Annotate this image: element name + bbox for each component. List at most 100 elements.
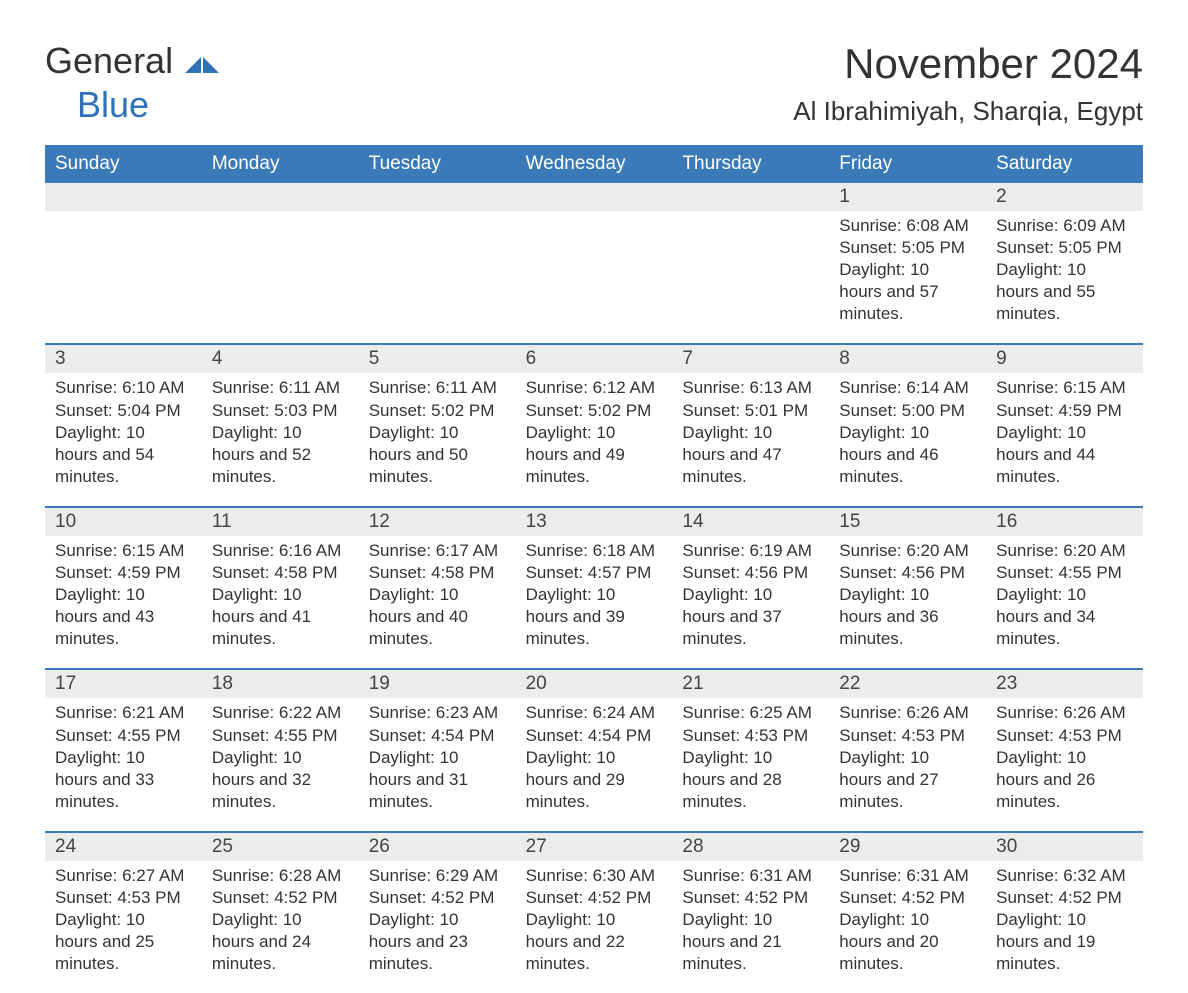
day-cell: 11Sunrise: 6:16 AMSunset: 4:58 PMDayligh…	[202, 508, 359, 668]
sunset-text: Sunset: 4:59 PM	[55, 562, 192, 584]
day-header: Thursday	[672, 145, 829, 183]
day-info: Sunrise: 6:12 AMSunset: 5:02 PMDaylight:…	[526, 377, 663, 487]
sunset-text: Sunset: 4:59 PM	[996, 400, 1133, 422]
day-number: 3	[45, 345, 202, 373]
logo: General Blue	[45, 40, 219, 126]
day-cell: 27Sunrise: 6:30 AMSunset: 4:52 PMDayligh…	[516, 833, 673, 993]
sunrise-text: Sunrise: 6:24 AM	[526, 702, 663, 724]
daylight-text: Daylight: 10 hours and 23 minutes.	[369, 909, 506, 975]
daylight-text: Daylight: 10 hours and 47 minutes.	[682, 422, 819, 488]
day-number-empty	[202, 183, 359, 211]
sunrise-text: Sunrise: 6:22 AM	[212, 702, 349, 724]
day-number: 24	[45, 833, 202, 861]
sunset-text: Sunset: 4:56 PM	[839, 562, 976, 584]
sunrise-text: Sunrise: 6:28 AM	[212, 865, 349, 887]
day-info: Sunrise: 6:25 AMSunset: 4:53 PMDaylight:…	[682, 702, 819, 812]
logo-text-general: General	[45, 40, 173, 81]
day-number: 25	[202, 833, 359, 861]
sunrise-text: Sunrise: 6:10 AM	[55, 377, 192, 399]
day-cell: 9Sunrise: 6:15 AMSunset: 4:59 PMDaylight…	[986, 345, 1143, 505]
daylight-text: Daylight: 10 hours and 57 minutes.	[839, 259, 976, 325]
sunrise-text: Sunrise: 6:13 AM	[682, 377, 819, 399]
day-cell: 18 Sunrise: 6:22 AMSunset: 4:55 PMDayligh…	[202, 670, 359, 830]
header: General Blue November 2024 Al Ibrahimiya…	[45, 40, 1143, 141]
daylight-text: Daylight: 10 hours and 27 minutes.	[839, 747, 976, 813]
sunrise-text: Sunrise: 6:26 AM	[996, 702, 1133, 724]
day-info: Sunrise: 6:29 AMSunset: 4:52 PMDaylight:…	[369, 865, 506, 975]
day-number-empty	[359, 183, 516, 211]
day-number: 8	[829, 345, 986, 373]
day-number: 10	[45, 508, 202, 536]
day-header: Tuesday	[359, 145, 516, 183]
sunrise-text: Sunrise: 6:16 AM	[212, 540, 349, 562]
sunset-text: Sunset: 4:53 PM	[55, 887, 192, 909]
day-number: 9	[986, 345, 1143, 373]
day-info: Sunrise: 6:10 AMSunset: 5:04 PMDaylight:…	[55, 377, 192, 487]
day-number: 17	[45, 670, 202, 698]
daylight-text: Daylight: 10 hours and 55 minutes.	[996, 259, 1133, 325]
sunrise-text: Sunrise: 6:21 AM	[55, 702, 192, 724]
day-header: Saturday	[986, 145, 1143, 183]
day-info: Sunrise: 6:26 AMSunset: 4:53 PMDaylight:…	[996, 702, 1133, 812]
day-info: Sunrise: 6:31 AMSunset: 4:52 PMDaylight:…	[839, 865, 976, 975]
day-cell: 7Sunrise: 6:13 AMSunset: 5:01 PMDaylight…	[672, 345, 829, 505]
sunrise-text: Sunrise: 6:23 AM	[369, 702, 506, 724]
day-cell: 25Sunrise: 6:28 AMSunset: 4:52 PMDayligh…	[202, 833, 359, 993]
sunset-text: Sunset: 4:53 PM	[839, 725, 976, 747]
day-number: 29	[829, 833, 986, 861]
day-info: Sunrise: 6:08 AMSunset: 5:05 PMDaylight:…	[839, 215, 976, 325]
day-number: 20	[516, 670, 673, 698]
day-info: Sunrise: 6:09 AMSunset: 5:05 PMDaylight:…	[996, 215, 1133, 325]
day-number: 22	[829, 670, 986, 698]
day-cell: 5Sunrise: 6:11 AMSunset: 5:02 PMDaylight…	[359, 345, 516, 505]
sunset-text: Sunset: 5:02 PM	[369, 400, 506, 422]
sunset-text: Sunset: 4:55 PM	[996, 562, 1133, 584]
day-number: 21	[672, 670, 829, 698]
sunrise-text: Sunrise: 6:29 AM	[369, 865, 506, 887]
sunset-text: Sunset: 4:52 PM	[839, 887, 976, 909]
day-info: Sunrise: 6:20 AMSunset: 4:56 PMDaylight:…	[839, 540, 976, 650]
sunrise-text: Sunrise: 6:20 AM	[996, 540, 1133, 562]
daylight-text: Daylight: 10 hours and 49 minutes.	[526, 422, 663, 488]
sunset-text: Sunset: 5:02 PM	[526, 400, 663, 422]
day-cell: 26 Sunrise: 6:29 AMSunset: 4:52 PMDayligh…	[359, 833, 516, 993]
sunrise-text: Sunrise: 6:09 AM	[996, 215, 1133, 237]
daylight-text: Daylight: 10 hours and 20 minutes.	[839, 909, 976, 975]
day-cell: 23Sunrise: 6:26 AMSunset: 4:53 PMDayligh…	[986, 670, 1143, 830]
sunset-text: Sunset: 4:55 PM	[212, 725, 349, 747]
day-number: 18	[202, 670, 359, 698]
day-number: 26	[359, 833, 516, 861]
day-cell: 29 Sunrise: 6:31 AMSunset: 4:52 PMDayligh…	[829, 833, 986, 993]
sunset-text: Sunset: 4:55 PM	[55, 725, 192, 747]
day-cell: 24Sunrise: 6:27 AMSunset: 4:53 PMDayligh…	[45, 833, 202, 993]
sunset-text: Sunset: 4:52 PM	[996, 887, 1133, 909]
day-info: Sunrise: 6:20 AMSunset: 4:55 PMDaylight:…	[996, 540, 1133, 650]
sunset-text: Sunset: 4:52 PM	[369, 887, 506, 909]
location: Al Ibrahimiyah, Sharqia, Egypt	[793, 96, 1143, 127]
day-number: 30	[986, 833, 1143, 861]
daylight-text: Daylight: 10 hours and 37 minutes.	[682, 584, 819, 650]
day-cell	[359, 183, 516, 343]
sunrise-text: Sunrise: 6:27 AM	[55, 865, 192, 887]
daylight-text: Daylight: 10 hours and 54 minutes.	[55, 422, 192, 488]
daylight-text: Daylight: 10 hours and 50 minutes.	[369, 422, 506, 488]
day-header: Monday	[202, 145, 359, 183]
week-row: 17Sunrise: 6:21 AMSunset: 4:55 PMDayligh…	[45, 668, 1143, 830]
day-info: Sunrise: 6:26 AMSunset: 4:53 PMDaylight:…	[839, 702, 976, 812]
sunrise-text: Sunrise: 6:30 AM	[526, 865, 663, 887]
calendar: SundayMondayTuesdayWednesdayThursdayFrid…	[45, 145, 1143, 993]
day-number: 7	[672, 345, 829, 373]
day-cell: 1 Sunrise: 6:08 AMSunset: 5:05 PMDaylight…	[829, 183, 986, 343]
sunset-text: Sunset: 5:04 PM	[55, 400, 192, 422]
day-cell: 3 Sunrise: 6:10 AMSunset: 5:04 PMDaylight…	[45, 345, 202, 505]
daylight-text: Daylight: 10 hours and 32 minutes.	[212, 747, 349, 813]
week-row: 10Sunrise: 6:15 AMSunset: 4:59 PMDayligh…	[45, 506, 1143, 668]
day-info: Sunrise: 6:18 AMSunset: 4:57 PMDaylight:…	[526, 540, 663, 650]
daylight-text: Daylight: 10 hours and 43 minutes.	[55, 584, 192, 650]
day-cell	[672, 183, 829, 343]
day-number: 13	[516, 508, 673, 536]
day-number: 1	[829, 183, 986, 211]
logo-icon	[185, 40, 219, 82]
sunrise-text: Sunrise: 6:14 AM	[839, 377, 976, 399]
day-cell: 19Sunrise: 6:23 AMSunset: 4:54 PMDayligh…	[359, 670, 516, 830]
